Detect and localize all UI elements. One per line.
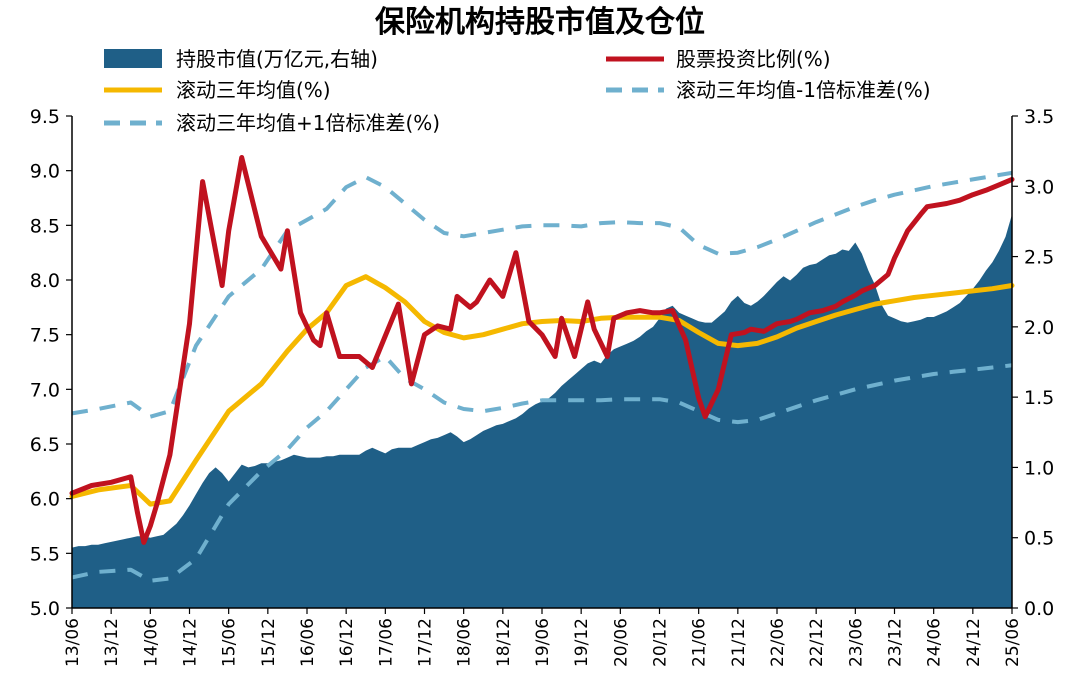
series-area-market-value (72, 214, 1012, 608)
legend-label-stock-ratio: 股票投资比例(%) (676, 47, 831, 71)
right-tick-label: 0.0 (1024, 598, 1054, 620)
x-tick-label: 16/12 (337, 618, 357, 667)
right-tick-label: 0.5 (1024, 528, 1054, 550)
x-tick-label: 22/06 (768, 618, 788, 667)
x-tick-label: 16/06 (298, 618, 318, 667)
x-tick-label: 23/12 (886, 618, 906, 667)
right-tick-label: 2.5 (1024, 247, 1054, 269)
series-line-rolling-mean (69, 274, 1015, 507)
left-tick-label: 6.0 (30, 489, 60, 511)
area-layer (72, 214, 1012, 608)
x-tick-label: 19/12 (572, 618, 592, 667)
lines-layer (69, 155, 1015, 583)
left-tick-label: 6.5 (30, 434, 60, 456)
legend: 持股市值(万亿元,右轴) 股票投资比例(%) 滚动三年均值(%) 滚动三年均值-… (104, 47, 931, 135)
left-tick-label: 8.5 (30, 215, 60, 237)
x-tick-label: 25/06 (1003, 618, 1023, 667)
right-tick-label: 3.0 (1024, 176, 1054, 198)
right-tick-label: 3.5 (1024, 106, 1054, 128)
left-tick-label: 8.0 (30, 270, 60, 292)
x-tick-label: 13/06 (63, 618, 83, 667)
left-tick-label: 5.5 (30, 543, 60, 565)
x-tick-label: 17/12 (416, 618, 436, 667)
series-line-stock-ratio (69, 155, 1015, 545)
left-tick-label: 7.0 (30, 379, 60, 401)
legend-label-lower-band: 滚动三年均值-1倍标准差(%) (676, 78, 931, 102)
x-tick-label: 17/06 (376, 618, 396, 667)
legend-label-market-value: 持股市值(万亿元,右轴) (176, 47, 378, 71)
series-line-lower-band (71, 354, 1013, 583)
x-tick-label: 20/12 (651, 618, 671, 667)
right-tick-label: 1.0 (1024, 457, 1054, 479)
legend-swatch-market-value (104, 49, 162, 68)
left-tick-label: 7.5 (30, 325, 60, 347)
legend-label-upper-band: 滚动三年均值+1倍标准差(%) (176, 111, 440, 135)
left-tick-label: 9.5 (30, 106, 60, 128)
legend-label-rolling-mean: 滚动三年均值(%) (176, 78, 331, 102)
x-tick-label: 24/06 (925, 618, 945, 667)
chart-title: 保险机构持股市值及仓位 (375, 5, 705, 40)
x-tick-label: 13/12 (102, 618, 122, 667)
x-tick-label: 18/06 (455, 618, 475, 667)
x-tick-label: 14/12 (181, 618, 201, 667)
x-tick-label: 15/06 (220, 618, 240, 667)
x-tick-label: 21/12 (729, 618, 749, 667)
x-tick-label: 22/12 (807, 618, 827, 667)
x-tick-label: 18/12 (494, 618, 514, 667)
left-tick-label: 5.0 (30, 598, 60, 620)
x-tick-label: 15/12 (259, 618, 279, 667)
axes-layer: 5.0 5.5 6.0 6.5 7.0 7.5 8.0 8.5 9.0 9.5 0.0 0.5 1.0 1… (30, 106, 1054, 667)
x-tick-label: 19/06 (533, 618, 553, 667)
series-line-upper-band (71, 170, 1013, 419)
left-tick-label: 9.0 (30, 161, 60, 183)
right-tick-label: 1.5 (1024, 387, 1054, 409)
x-tick-label: 14/06 (141, 618, 161, 667)
x-tick-label: 20/06 (611, 618, 631, 667)
x-tick-label: 21/06 (690, 618, 710, 667)
right-tick-label: 2.0 (1024, 317, 1054, 339)
x-tick-label: 24/12 (964, 618, 984, 667)
x-tick-label: 23/06 (846, 618, 866, 667)
